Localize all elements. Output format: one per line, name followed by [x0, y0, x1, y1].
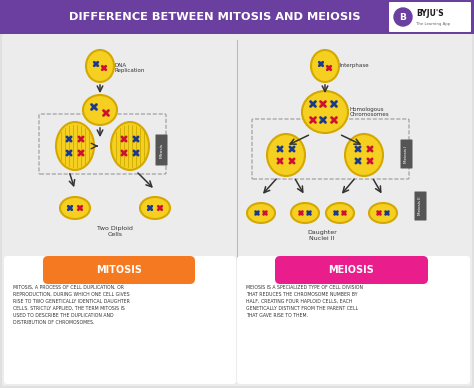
FancyBboxPatch shape: [237, 256, 470, 384]
Ellipse shape: [291, 203, 319, 223]
Ellipse shape: [60, 197, 90, 219]
FancyBboxPatch shape: [2, 34, 472, 386]
Text: MEIOSIS IS A SPECIALIZED TYPE OF CELL DIVISION
THAT REDUCES THE CHROMOSOME NUMBE: MEIOSIS IS A SPECIALIZED TYPE OF CELL DI…: [246, 285, 363, 318]
Text: Daughter
Nuclei II: Daughter Nuclei II: [307, 230, 337, 241]
Text: MEIOSIS: MEIOSIS: [328, 265, 374, 275]
Ellipse shape: [140, 197, 170, 219]
Text: Two Diploid
Cells: Two Diploid Cells: [97, 226, 133, 237]
Text: Homologous
Chromosomes: Homologous Chromosomes: [350, 107, 390, 118]
Text: MITOSIS, A PROCESS OF CELL DUPLICATION, OR
REPRODUCTION, DURING WHICH ONE CELL G: MITOSIS, A PROCESS OF CELL DUPLICATION, …: [13, 285, 130, 325]
Text: DNA
Replication: DNA Replication: [115, 62, 146, 73]
Ellipse shape: [83, 95, 117, 125]
FancyBboxPatch shape: [401, 140, 412, 168]
Text: B: B: [400, 12, 406, 21]
Ellipse shape: [311, 50, 339, 82]
Text: Meiosis I: Meiosis I: [404, 146, 409, 163]
Text: BYJU'S: BYJU'S: [416, 9, 444, 19]
Text: The Learning App: The Learning App: [416, 22, 450, 26]
Text: Interphase: Interphase: [340, 64, 370, 69]
FancyBboxPatch shape: [275, 256, 428, 284]
Ellipse shape: [302, 91, 348, 133]
Ellipse shape: [267, 134, 305, 176]
Text: Mitosis: Mitosis: [159, 142, 164, 158]
FancyBboxPatch shape: [389, 2, 471, 32]
Ellipse shape: [111, 122, 149, 170]
FancyBboxPatch shape: [0, 0, 474, 34]
FancyBboxPatch shape: [414, 192, 427, 220]
Ellipse shape: [56, 122, 94, 170]
FancyBboxPatch shape: [155, 135, 167, 166]
Ellipse shape: [86, 50, 114, 82]
Ellipse shape: [326, 203, 354, 223]
FancyBboxPatch shape: [4, 256, 236, 384]
Ellipse shape: [247, 203, 275, 223]
Ellipse shape: [345, 134, 383, 176]
Circle shape: [394, 8, 412, 26]
Text: DIFFERENCE BETWEEN MITOSIS AND MEIOSIS: DIFFERENCE BETWEEN MITOSIS AND MEIOSIS: [69, 12, 361, 22]
FancyBboxPatch shape: [43, 256, 195, 284]
Ellipse shape: [369, 203, 397, 223]
Text: MITOSIS: MITOSIS: [96, 265, 142, 275]
Text: Meiosis II: Meiosis II: [419, 197, 422, 215]
